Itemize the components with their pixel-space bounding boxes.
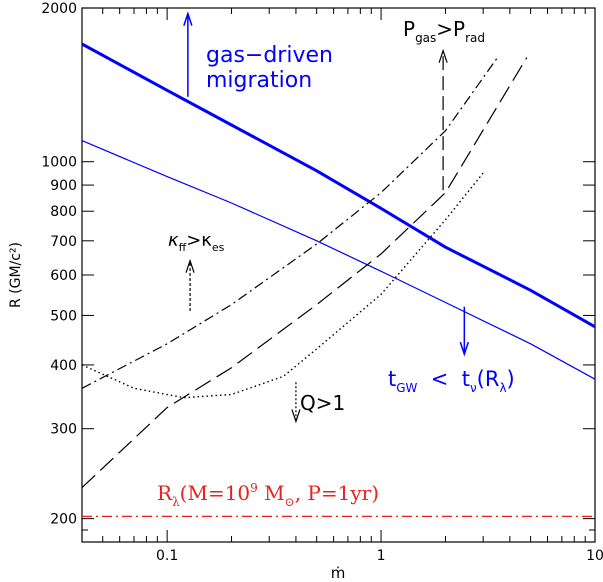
arrows-layer xyxy=(183,11,470,424)
y-tick-label: 400 xyxy=(50,358,77,374)
annotation-rlambda: Rλ(M=109 M⊙, P=1yr) xyxy=(157,481,379,509)
series-line-long-dash xyxy=(81,57,528,489)
arrow-head-tgw xyxy=(459,341,470,357)
y-tick-label: 200 xyxy=(50,512,77,528)
y-tick-label: 1000 xyxy=(41,155,77,171)
y-tick-label: 600 xyxy=(50,268,77,284)
y-axis-label: R (GM/c²) xyxy=(8,242,24,308)
series-line-thick-blue xyxy=(81,42,596,329)
x-tick-label: 10 xyxy=(586,548,603,564)
series-layer xyxy=(81,42,596,518)
arrow-head-gas-driven xyxy=(183,11,193,26)
y-tick-label: 700 xyxy=(50,234,77,250)
arrow-head-q xyxy=(291,409,301,424)
y-tick-label: 500 xyxy=(50,308,77,324)
series-line-dash-dot xyxy=(81,57,498,389)
annotation-kappa: κff>κes xyxy=(168,230,225,254)
arrow-head-pgas xyxy=(438,48,448,63)
y-tick-label: 800 xyxy=(50,204,77,220)
annotation-pgas: Pgas>Prad xyxy=(403,17,485,45)
series-line-thin-blue xyxy=(81,140,596,380)
annotation-tgw: tGW < tν(Rλ) xyxy=(388,367,515,395)
plot-frame xyxy=(81,7,596,543)
y-tick-label: 900 xyxy=(50,178,77,194)
series-line-dotted xyxy=(81,172,484,399)
x-tick-label: 0.1 xyxy=(156,548,178,564)
annotation-q: Q>1 xyxy=(300,391,345,415)
annotation-gas-driven-line2: migration xyxy=(206,68,312,93)
x-tick-label: 1 xyxy=(377,548,386,564)
ticks-layer: 0.1 1 10 200 300 400 500 600 700 800 900 1000 2000 xyxy=(41,1,603,564)
y-tick-label: 2000 xyxy=(41,1,77,17)
arrow-head-kappa xyxy=(185,258,195,273)
y-tick-label: 300 xyxy=(50,422,77,438)
x-axis-label: ṁ xyxy=(331,564,346,582)
annotation-gas-driven-line1: gas−driven xyxy=(206,43,333,68)
